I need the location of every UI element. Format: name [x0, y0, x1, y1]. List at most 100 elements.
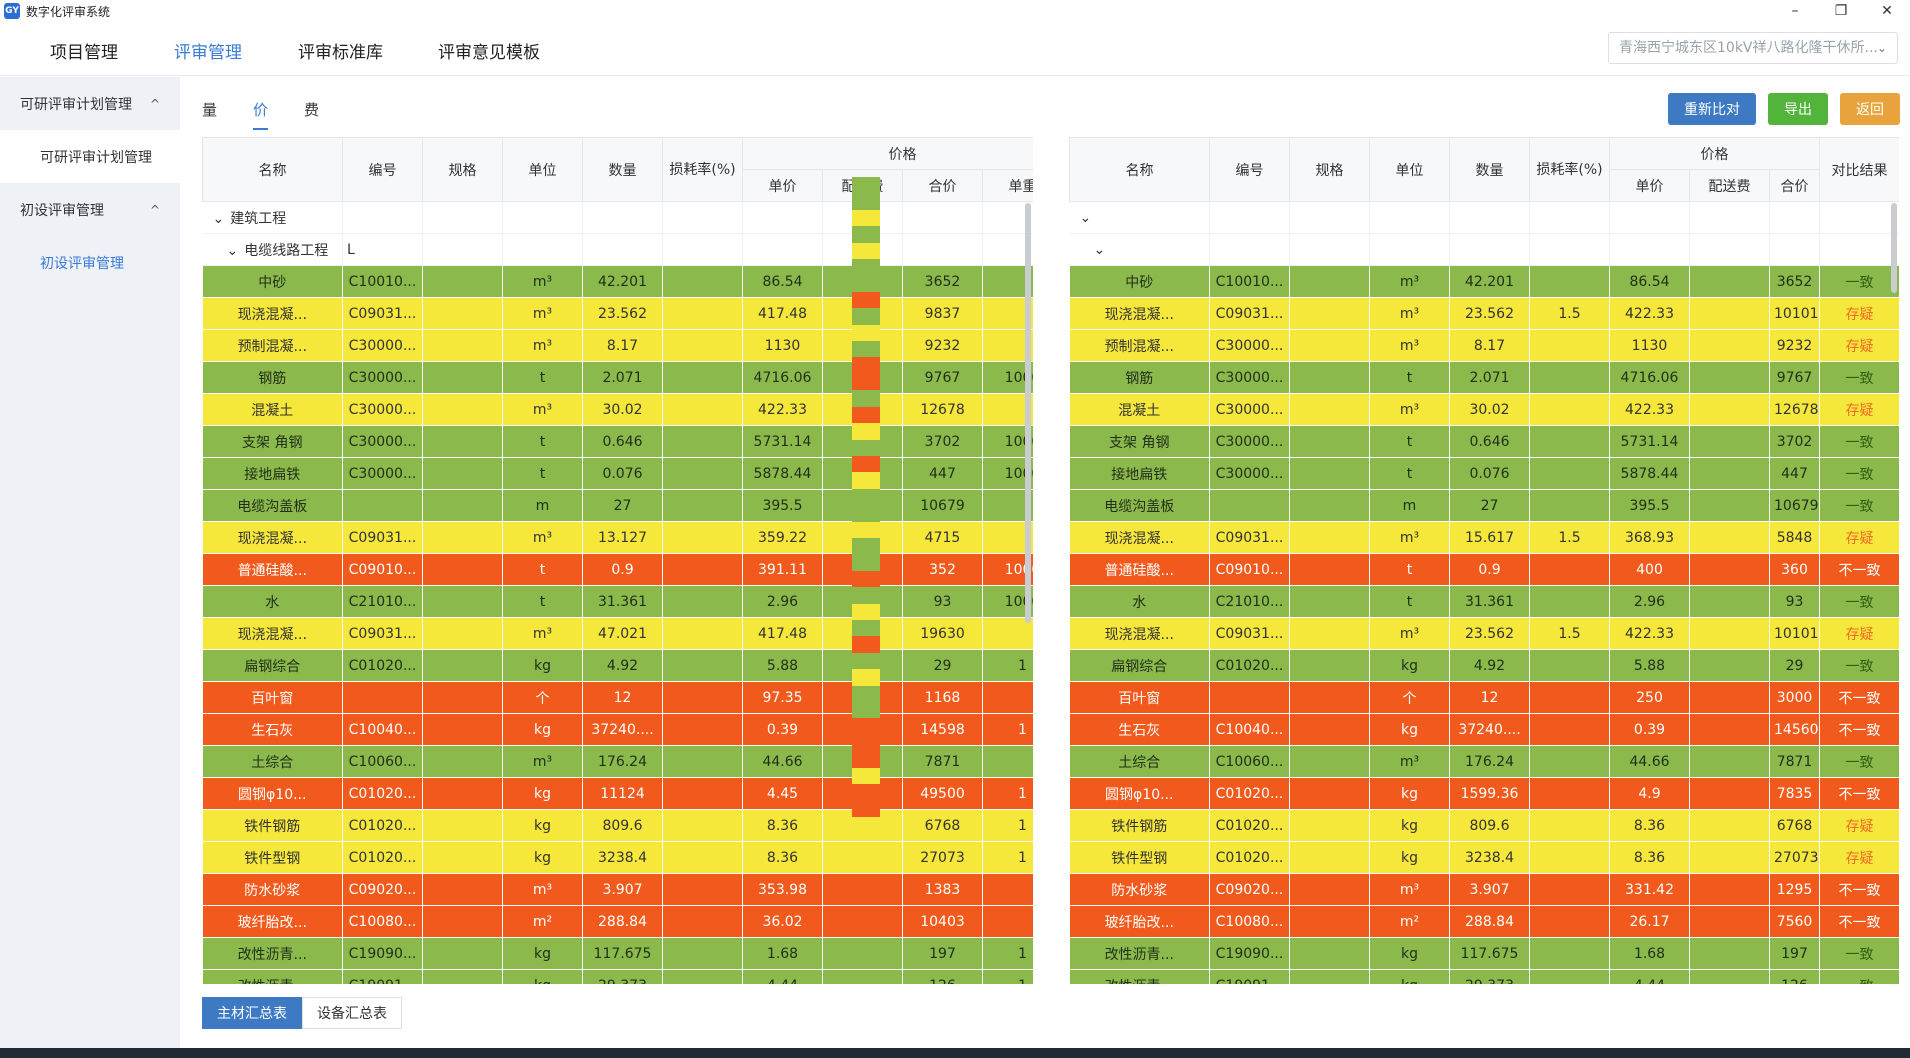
tab-main-materials[interactable]: 主材汇总表 — [202, 997, 302, 1029]
table-row[interactable]: 混凝土 C30000... m³ 30.02 422.33 12678 存疑 — [1069, 393, 1899, 426]
table-row[interactable]: 生石灰 C10040... kg 37240.... 0.39 14598 1 — [202, 713, 1033, 746]
table-row[interactable]: 现浇混凝... C09031... m³ 23.562 417.48 9837 — [202, 297, 1033, 330]
table-row[interactable]: 接地扁铁 C30000... t 0.076 5878.44 447 一致 — [1069, 457, 1899, 490]
col-total[interactable]: 合价 — [1768, 169, 1821, 202]
group-row-cable[interactable]: ⌄ 电缆线路工程 L — [202, 233, 1033, 266]
table-row[interactable]: 防水砂浆 C09020... m³ 3.907 331.42 1295 不一致 — [1069, 873, 1899, 906]
table-row[interactable]: 改性沥青...C19091... kg29.373 4.44 126一致 — [1069, 969, 1899, 984]
table-row[interactable]: 中砂 C10010... m³ 42.201 86.54 3652 — [202, 265, 1033, 298]
close-icon[interactable]: ✕ — [1881, 3, 1893, 19]
col-qty[interactable]: 数量 — [1449, 137, 1530, 202]
table-row[interactable]: 现浇混凝... C09031... m³ 23.562 1.5 422.33 10101 存疑 — [1069, 297, 1899, 330]
table-row[interactable]: 普通硅酸... C09010... t 0.9 400 360 不一致 — [1069, 553, 1899, 586]
table-row[interactable]: 钢筋 C30000... t 2.071 4716.06 9767 一致 — [1069, 361, 1899, 394]
minimize-icon[interactable]: – — [1791, 3, 1799, 19]
table-row[interactable]: 支架 角钢 C30000... t 0.646 5731.14 3702 一致 — [1069, 425, 1899, 458]
col-spec[interactable]: 规格 — [422, 137, 503, 202]
group-row-building[interactable]: ⌄ 建筑工程 — [202, 201, 1033, 234]
nav-review-standards[interactable]: 评审标准库 — [298, 43, 383, 63]
tab-quantity[interactable]: 量 — [202, 101, 218, 119]
chevron-down-icon[interactable]: ⌄ — [212, 210, 225, 227]
table-row[interactable]: 中砂 C10010... m³ 42.201 86.54 3652 一致 — [1069, 265, 1899, 298]
table-row[interactable]: 扁钢综合 C01020... kg 4.92 5.88 29 一致 — [1069, 649, 1899, 682]
col-code[interactable]: 编号 — [342, 137, 423, 202]
cell-code: C01020... — [342, 809, 423, 842]
right-scrollbar[interactable] — [1891, 203, 1897, 293]
sidebar-group-preliminary[interactable]: 初设评审管理 ^ — [0, 183, 180, 236]
table-row[interactable]: 预制混凝... C30000... m³ 8.17 1130 9232 存疑 — [1069, 329, 1899, 362]
table-row[interactable]: 铁件钢筋 C01020... kg 809.6 8.36 6768 1 — [202, 809, 1033, 842]
col-unit-weight[interactable]: 单重 — [982, 169, 1033, 202]
col-unit-price[interactable]: 单价 — [742, 169, 823, 202]
cell-total: 10403 — [902, 905, 983, 938]
col-result[interactable]: 对比结果 — [1819, 137, 1899, 202]
chevron-down-icon[interactable]: ⌄ — [1093, 241, 1106, 258]
nav-review-management[interactable]: 评审管理 — [174, 43, 242, 63]
recompare-button[interactable]: 重新比对 — [1668, 93, 1756, 125]
col-loss[interactable]: 损耗率(%) — [662, 137, 743, 202]
sidebar-item-preliminary-review[interactable]: 初设评审管理 — [0, 236, 180, 289]
col-unit-price[interactable]: 单价 — [1609, 169, 1690, 202]
table-row[interactable]: 现浇混凝... C09031... m³ 13.127 359.22 4715 — [202, 521, 1033, 554]
table-row[interactable]: 铁件型钢 C01020... kg 3238.4 8.36 27073 存疑 — [1069, 841, 1899, 874]
table-row[interactable]: 百叶窗 个 12 97.35 1168 — [202, 681, 1033, 714]
col-code[interactable]: 编号 — [1209, 137, 1290, 202]
col-delivery[interactable]: 配送费 — [1689, 169, 1770, 202]
col-unit[interactable]: 单位 — [502, 137, 583, 202]
col-qty[interactable]: 数量 — [582, 137, 663, 202]
table-row[interactable]: 圆钢φ10... C01020... kg 11124 4.45 49500 1 — [202, 777, 1033, 810]
table-row[interactable]: 水 C21010... t 31.361 2.96 93 一致 — [1069, 585, 1899, 618]
export-button[interactable]: 导出 — [1768, 93, 1828, 125]
table-row[interactable]: 土综合 C10060... m³ 176.24 44.66 7871 一致 — [1069, 745, 1899, 778]
col-name[interactable]: 名称 — [202, 137, 343, 202]
sidebar-item-feasibility-plan[interactable]: 可研评审计划管理 — [0, 130, 180, 183]
col-unit[interactable]: 单位 — [1369, 137, 1450, 202]
group-row-building[interactable]: ⌄ — [1069, 201, 1899, 234]
table-row[interactable]: 混凝土 C30000... m³ 30.02 422.33 12678 — [202, 393, 1033, 426]
restore-icon[interactable]: ❐ — [1834, 3, 1848, 19]
sidebar-group-feasibility[interactable]: 可研评审计划管理 ^ — [0, 77, 180, 130]
tab-fee[interactable]: 费 — [304, 101, 320, 119]
table-row[interactable]: 现浇混凝... C09031... m³ 47.021 417.48 19630 — [202, 617, 1033, 650]
table-row[interactable]: 防水砂浆 C09020... m³ 3.907 353.98 1383 — [202, 873, 1033, 906]
left-table[interactable]: 名称 编号 规格 单位 数量 损耗率(%) 价格 单价 配送费 合价 单重 ⌄建… — [202, 137, 1033, 984]
table-row[interactable]: 土综合 C10060... m³ 176.24 44.66 7871 — [202, 745, 1033, 778]
group-row-cable[interactable]: ⌄ — [1069, 233, 1899, 266]
left-scrollbar[interactable] — [1025, 203, 1031, 623]
table-row[interactable]: 铁件型钢 C01020... kg 3238.4 8.36 27073 1 — [202, 841, 1033, 874]
col-spec[interactable]: 规格 — [1289, 137, 1370, 202]
table-row[interactable]: 改性沥青... C19090... kg 117.675 1.68 197 一致 — [1069, 937, 1899, 970]
table-row[interactable]: 圆钢φ10... C01020... kg 1599.36 4.9 7835 不一致 — [1069, 777, 1899, 810]
chevron-down-icon[interactable]: ⌄ — [1079, 209, 1092, 226]
right-table[interactable]: 名称 编号 规格 单位 数量 损耗率(%) 价格 对比结果 单价 配送费 合价 … — [1069, 137, 1899, 984]
table-row[interactable]: 生石灰 C10040... kg 37240.... 0.39 14560 不一致 — [1069, 713, 1899, 746]
tab-equipment[interactable]: 设备汇总表 — [302, 997, 402, 1029]
table-row[interactable]: 百叶窗 个 12 250 3000 不一致 — [1069, 681, 1899, 714]
table-row[interactable]: 改性沥青...C19091... kg29.373 4.44 1261 — [202, 969, 1033, 984]
col-loss[interactable]: 损耗率(%) — [1529, 137, 1610, 202]
table-row[interactable]: 电缆沟盖板 m 27 395.5 10679 一致 — [1069, 489, 1899, 522]
table-row[interactable]: 玻纤胎改... C10080... m² 288.84 36.02 10403 — [202, 905, 1033, 938]
table-row[interactable]: 铁件钢筋 C01020... kg 809.6 8.36 6768 存疑 — [1069, 809, 1899, 842]
back-button[interactable]: 返回 — [1840, 93, 1900, 125]
nav-opinion-templates[interactable]: 评审意见模板 — [438, 43, 540, 63]
table-row[interactable]: 现浇混凝... C09031... m³ 23.562 1.5 422.33 10101 存疑 — [1069, 617, 1899, 650]
table-row[interactable]: 扁钢综合 C01020... kg 4.92 5.88 29 1 — [202, 649, 1033, 682]
table-row[interactable]: 现浇混凝... C09031... m³ 15.617 1.5 368.93 5848 存疑 — [1069, 521, 1899, 554]
table-row[interactable]: 预制混凝... C30000... m³ 8.17 1130 9232 — [202, 329, 1033, 362]
nav-project-management[interactable]: 项目管理 — [50, 43, 118, 63]
project-select[interactable]: 青海西宁城东区10kV祥八路化隆干休所... ⌄ — [1608, 32, 1898, 64]
table-row[interactable]: 玻纤胎改... C10080... m² 288.84 26.17 7560 不一致 — [1069, 905, 1899, 938]
col-name[interactable]: 名称 — [1069, 137, 1210, 202]
col-total[interactable]: 合价 — [902, 169, 983, 202]
cell-unit: t — [502, 457, 583, 490]
table-row[interactable]: 电缆沟盖板 m 27 395.5 10679 — [202, 489, 1033, 522]
tab-price[interactable]: 价 — [253, 99, 269, 130]
chevron-down-icon[interactable]: ⌄ — [226, 242, 239, 259]
table-row[interactable]: 改性沥青... C19090... kg 117.675 1.68 197 1 — [202, 937, 1033, 970]
